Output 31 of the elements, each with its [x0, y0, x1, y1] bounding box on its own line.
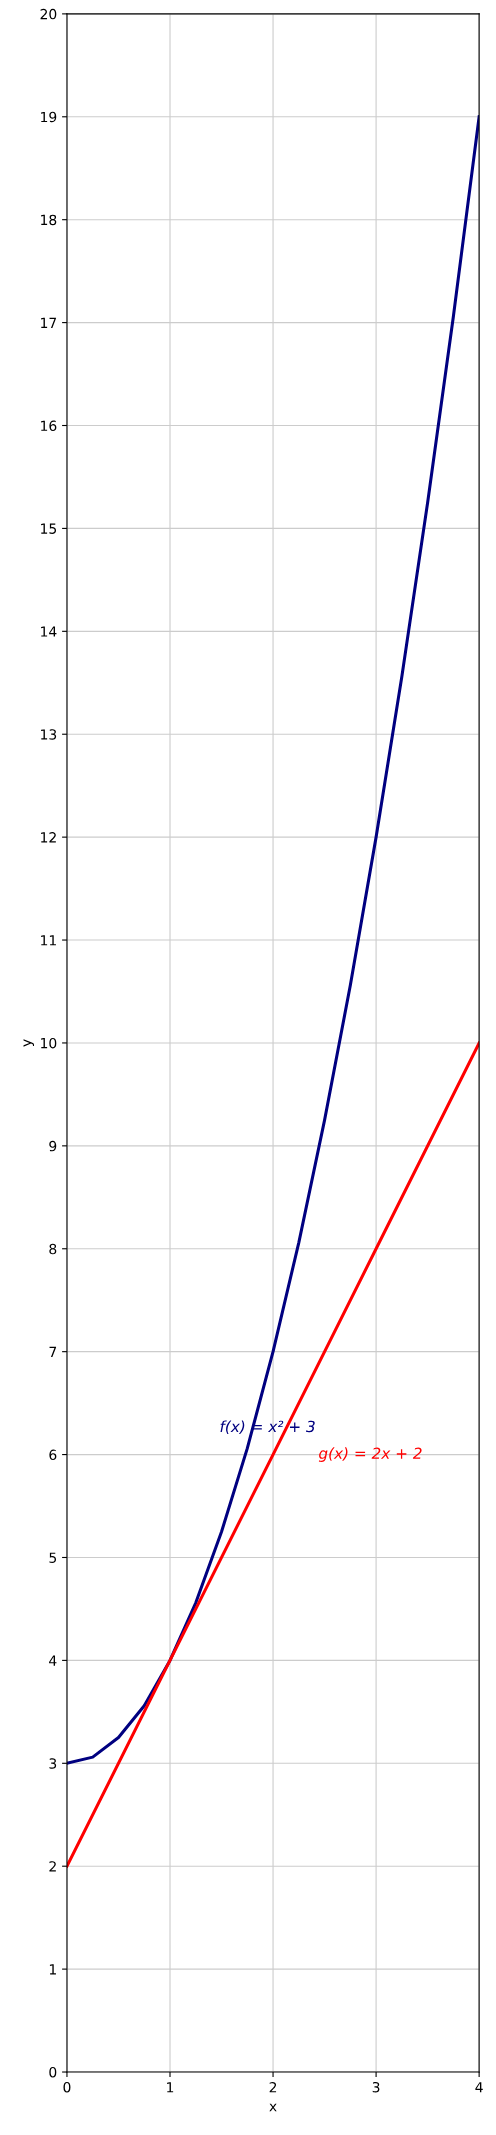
x-tick-label: 3 — [372, 2081, 380, 2093]
y-tick-label: 18 — [41, 214, 57, 226]
x-tick-label: 2 — [269, 2081, 277, 2093]
y-tick-label: 3 — [49, 1758, 57, 1769]
y-tick-label: 10 — [41, 1037, 57, 1049]
y-tick-label: 8 — [49, 1243, 57, 1255]
y-tick-label: 6 — [49, 1449, 57, 1461]
x-axis-title: x — [269, 2103, 277, 2112]
line-series — [66, 1041, 480, 1868]
y-tick-label: 17 — [41, 317, 57, 328]
y-tick-label: 4 — [49, 1655, 57, 1666]
x-tick-label: 4 — [475, 2082, 483, 2093]
x-tick-label: 0 — [63, 2081, 71, 2093]
line-series — [66, 115, 480, 1765]
y-tick-label: 15 — [41, 523, 57, 534]
y-tick-label: 2 — [49, 1861, 56, 1872]
y-tick-label: 9 — [49, 1140, 57, 1152]
text: g(x) = 2x + 2 — [318, 1447, 422, 1462]
y-tick-label: 13 — [41, 729, 57, 740]
y-tick-label: 12 — [41, 832, 56, 843]
y-tick-label: 11 — [41, 935, 56, 946]
y-tick-label: 1 — [49, 1964, 56, 1975]
y-tick-label: 20 — [40, 8, 57, 20]
y-tick-label: 5 — [49, 1552, 57, 1563]
y-tick-label: 0 — [49, 2066, 57, 2078]
y-tick-label: 19 — [41, 111, 57, 123]
y-tick-label: 16 — [41, 420, 57, 431]
y-tick-label: 7 — [49, 1346, 57, 1357]
x-tick-label: 1 — [167, 2082, 174, 2093]
y-axis-title: y — [23, 1039, 35, 1047]
y-tick-label: 14 — [41, 626, 57, 637]
